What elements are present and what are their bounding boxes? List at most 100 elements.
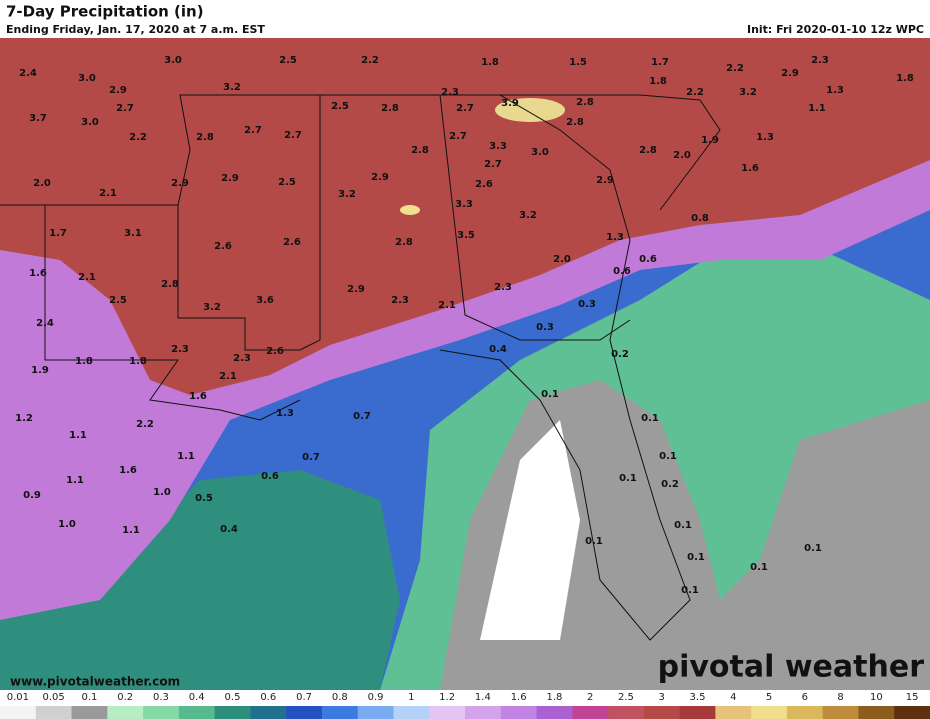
- map-label: 1.6: [29, 268, 47, 279]
- colorbar-swatch: [321, 706, 359, 719]
- map-label: 3.0: [164, 55, 182, 66]
- map-label: 3.0: [78, 73, 96, 84]
- colorbar-swatch: [393, 706, 430, 719]
- map-label: 3.0: [81, 117, 99, 128]
- map-label: 1.1: [808, 103, 826, 114]
- boundaries: [0, 94, 721, 641]
- map-label: 3.2: [203, 302, 221, 313]
- map-label: 2.0: [33, 178, 51, 189]
- map-label: 0.4: [220, 524, 238, 535]
- colorbar-swatch: [608, 706, 645, 719]
- map-label: 0.6: [261, 471, 279, 482]
- footer-url: www.pivotalweather.com: [10, 675, 180, 689]
- colorbar-label: 0.1: [81, 692, 97, 703]
- map-label: 0.6: [639, 254, 657, 265]
- map-label: 2.2: [361, 55, 379, 66]
- map-label: 1.3: [826, 85, 844, 96]
- map-labels: 2.4 3.0 3.0 2.5 2.2 1.8 1.5 1.7 2.2 2.9 2.3 1.8 2.9 3…: [15, 55, 914, 596]
- field-teal: [0, 470, 400, 690]
- map-label: 1.6: [119, 465, 137, 476]
- map-label: 2.9: [171, 178, 189, 189]
- colorbar-label: 10: [870, 692, 883, 703]
- map-label: 0.1: [659, 451, 677, 462]
- map-label: 0.6: [613, 266, 631, 277]
- map-label: 1.8: [129, 356, 147, 367]
- colorbar-label: 3.5: [690, 692, 706, 703]
- colorbar-swatch: [0, 706, 37, 719]
- map-label: 2.3: [441, 87, 459, 98]
- map-label: 0.1: [585, 536, 603, 547]
- map-label: 2.2: [686, 87, 704, 98]
- map-label: 2.4: [19, 68, 37, 79]
- coast-line: [44, 205, 301, 421]
- map-label: 3.2: [338, 189, 356, 200]
- map-label: 0.7: [353, 411, 371, 422]
- map-label: 3.2: [519, 210, 537, 221]
- map-label: 2.8: [196, 132, 214, 143]
- colorbar-label: 0.05: [43, 692, 65, 703]
- map-label: 3.2: [739, 87, 757, 98]
- map-label: 1.5: [569, 57, 587, 68]
- map-label: 2.8: [381, 103, 399, 114]
- map-label: 0.1: [681, 585, 699, 596]
- map-label: 0.8: [691, 213, 709, 224]
- colorbar-swatch: [357, 706, 394, 719]
- map-label: 1.8: [481, 57, 499, 68]
- map-label: 2.0: [673, 150, 691, 161]
- map-label: 1.6: [189, 391, 207, 402]
- colorbar-label: 2.5: [618, 692, 634, 703]
- colorbar-label: 3: [659, 692, 665, 703]
- colorbar: 0.01 0.05 0.1 0.2 0.3 0.4 0.5 0.6 0.7 0.8 0.9 1 1.2 1…: [0, 692, 930, 719]
- colorbar-label: 0.4: [189, 692, 205, 703]
- field-yellow: [400, 205, 420, 215]
- map-label: 0.5: [195, 493, 213, 504]
- colorbar-swatch: [572, 706, 609, 719]
- map-label: 0.2: [611, 349, 629, 360]
- map-label: 0.9: [23, 490, 41, 501]
- colorbar-swatch: [643, 706, 681, 719]
- map-label: 2.8: [639, 145, 657, 156]
- colorbar-swatch: [715, 706, 752, 719]
- map-label: 1.8: [896, 73, 914, 84]
- map-label: 1.7: [651, 57, 669, 68]
- map-label: 3.9: [501, 98, 519, 109]
- map-label: 2.2: [129, 132, 147, 143]
- map-label: 1.3: [756, 132, 774, 143]
- map-label: 2.9: [347, 284, 365, 295]
- map-label: 0.1: [804, 543, 822, 554]
- map-label: 1.1: [66, 475, 84, 486]
- colorbar-swatch: [894, 706, 930, 719]
- colorbar-label: 0.9: [368, 692, 384, 703]
- map-label: 0.1: [541, 389, 559, 400]
- map-label: 3.7: [29, 113, 47, 124]
- map-label: 2.9: [596, 175, 614, 186]
- map-label: 2.2: [136, 419, 154, 430]
- state-line: [177, 94, 721, 211]
- map-label: 0.1: [641, 413, 659, 424]
- map-label: 2.6: [214, 241, 232, 252]
- field-yellow: [495, 98, 565, 122]
- map-label: 2.6: [475, 179, 493, 190]
- map-label: 2.9: [781, 68, 799, 79]
- map-label: 1.3: [606, 232, 624, 243]
- colorbar-label: 0.01: [7, 692, 29, 703]
- colorbar-label: 1.6: [511, 692, 527, 703]
- map-label: 1.0: [58, 519, 76, 530]
- colorbar-label: 8: [837, 692, 843, 703]
- colorbar-label: 15: [906, 692, 919, 703]
- init-time: Init: Fri 2020-01-10 12z WPC: [747, 23, 924, 36]
- map-label: 3.1: [124, 228, 142, 239]
- map-label: 2.8: [395, 237, 413, 248]
- colorbar-swatch: [822, 706, 859, 719]
- map-label: 3.3: [455, 199, 473, 210]
- colorbar-swatch: [536, 706, 573, 719]
- map-label: 2.5: [331, 101, 349, 112]
- map-label: 2.1: [99, 188, 117, 199]
- colorbar-swatch: [143, 706, 180, 719]
- map-label: 3.2: [223, 82, 241, 93]
- map-label: 0.1: [619, 473, 637, 484]
- map-label: 1.1: [177, 451, 195, 462]
- brand: pivotal weather: [658, 650, 925, 685]
- map-label: 3.6: [256, 295, 274, 306]
